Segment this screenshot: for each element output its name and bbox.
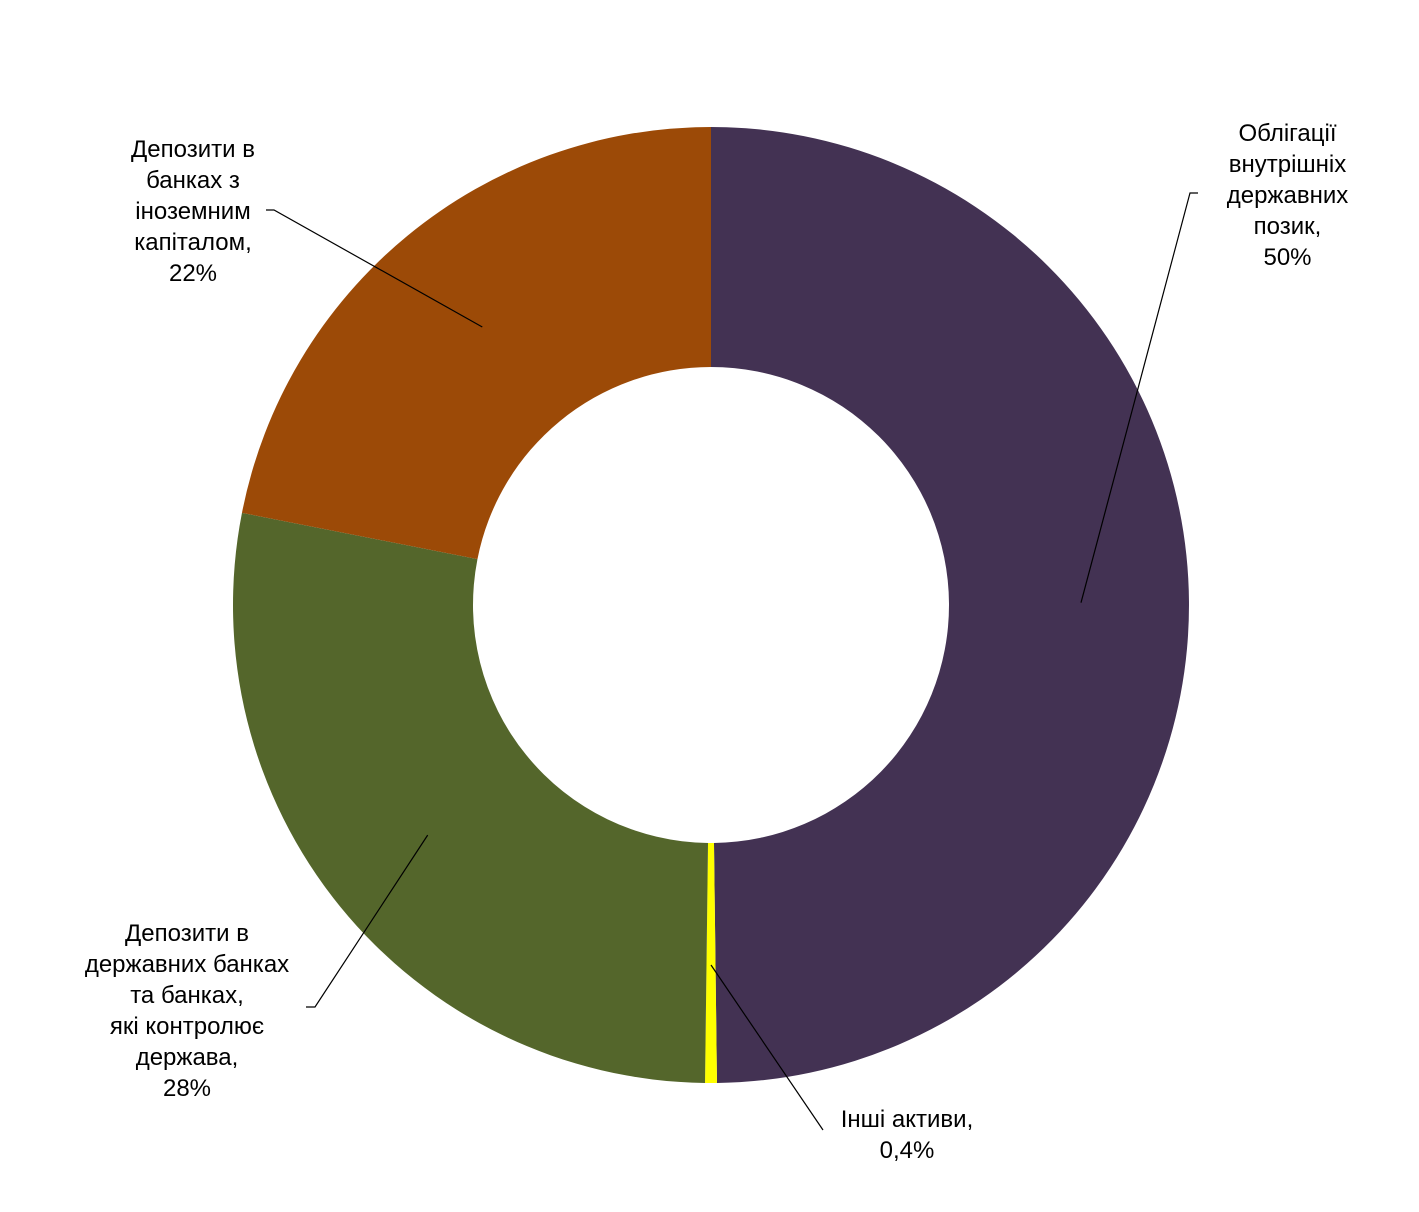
- label-foreign-banks-line-4: капіталом,: [134, 229, 252, 256]
- label-bonds-line-1: Облігації: [1238, 120, 1337, 147]
- label-state-banks: Депозити в державних банках та банках, я…: [62, 918, 312, 1104]
- label-other: Інші активи, 0,4%: [812, 1104, 1002, 1166]
- label-state-banks-value: 28%: [162, 1075, 212, 1102]
- label-foreign-banks-value: 22%: [168, 260, 218, 287]
- label-state-banks-line-4: які контролює: [109, 1013, 265, 1040]
- label-bonds: Облігації внутрішніх державних позик, 50…: [1200, 118, 1375, 273]
- leader-foreign-banks: [266, 209, 483, 328]
- label-foreign-banks-line-3: іноземним: [135, 198, 251, 225]
- label-bonds-line-2: внутрішніх: [1228, 151, 1347, 178]
- leader-other: [710, 964, 824, 1131]
- label-other-line-1: Інші активи,: [840, 1106, 974, 1133]
- slice-foreign-banks: [241, 127, 711, 560]
- label-bonds-line-4: позик,: [1253, 213, 1322, 240]
- slice-bonds: [711, 127, 1189, 1083]
- leader-bonds: [1080, 192, 1198, 603]
- label-foreign-banks: Депозити в банках з іноземним капіталом,…: [108, 134, 278, 289]
- label-state-banks-line-5: держава,: [135, 1044, 239, 1071]
- label-bonds-value: 50%: [1263, 244, 1312, 271]
- slice-state-banks: [233, 512, 709, 1083]
- slice-other: [705, 842, 717, 1083]
- label-state-banks-line-1: Депозити в: [125, 920, 249, 947]
- label-foreign-banks-line-2: банках з: [146, 167, 240, 194]
- label-bonds-line-3: державних: [1226, 182, 1349, 209]
- leader-state-banks: [306, 834, 429, 1008]
- label-state-banks-line-3: та банках,: [130, 982, 244, 1009]
- label-other-value: 0,4%: [879, 1137, 935, 1164]
- label-foreign-banks-line-1: Депозити в: [131, 136, 255, 163]
- label-state-banks-line-2: державних банках: [84, 951, 290, 978]
